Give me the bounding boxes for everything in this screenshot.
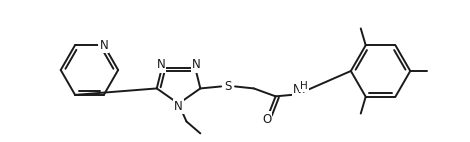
Text: N: N: [293, 83, 302, 96]
Text: S: S: [224, 80, 232, 93]
Text: H: H: [300, 82, 308, 91]
Text: N: N: [157, 58, 165, 71]
Text: O: O: [262, 113, 271, 126]
Text: N: N: [174, 100, 183, 113]
Text: N: N: [192, 58, 201, 71]
Text: N: N: [100, 39, 108, 52]
